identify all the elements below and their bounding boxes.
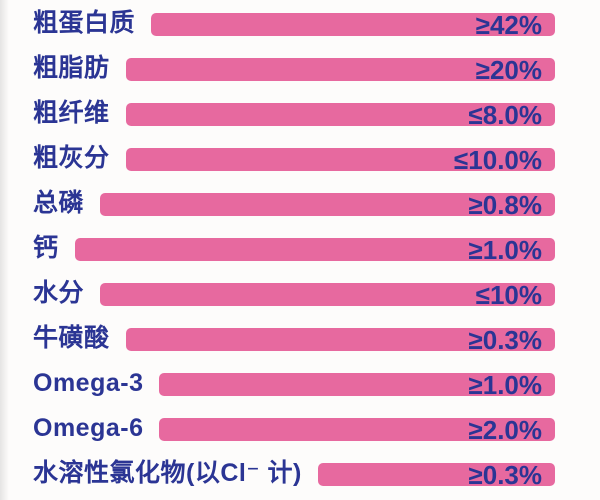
nutrient-value: ≥0.8% [468,189,542,220]
nutrient-value: ≥20% [475,54,542,85]
nutrient-row: 牛磺酸 ≥0.3% [0,317,600,362]
nutrient-bar: ≥1.0% [159,369,555,400]
nutrient-row: 粗纤维 ≤8.0% [0,92,600,137]
nutrient-label: 粗蛋白质 [33,9,136,37]
nutrient-row: 总磷 ≥0.8% [0,182,600,227]
nutrient-label: 钙 [33,234,59,262]
nutrient-label: 牛磺酸 [33,324,110,352]
nutrient-bar: ≥20% [125,54,555,85]
nutrient-row: Omega-6 ≥2.0% [0,407,600,452]
nutrient-value: ≥0.3% [468,459,542,490]
nutrient-value: ≥1.0% [468,369,542,400]
nutrient-label: 水溶性氯化物(以Cl⁻ 计) [33,459,302,487]
nutrient-bar: ≤10.0% [125,144,555,175]
nutrient-value: ≤10.0% [454,144,542,175]
nutrient-value: ≤10% [475,279,542,310]
nutrient-row: 钙 ≥1.0% [0,227,600,272]
nutrient-label: 水分 [33,279,85,307]
nutrient-value: ≥42% [475,9,542,40]
nutrient-bar: ≤8.0% [125,99,555,130]
nutrient-row: Omega-3 ≥1.0% [0,362,600,407]
nutrient-value: ≥0.3% [468,324,542,355]
nutrient-row: 粗灰分 ≤10.0% [0,137,600,182]
nutrient-label: 粗纤维 [33,99,110,127]
nutrient-bar: ≥1.0% [74,234,555,265]
nutrient-value: ≤8.0% [468,99,542,130]
nutrient-bar: ≥2.0% [159,414,555,445]
nutrient-row: 水分 ≤10% [0,272,600,317]
nutrient-row: 粗蛋白质 ≥42% [0,2,600,47]
nutrient-bar: ≥0.8% [100,189,555,220]
nutrient-row: 粗脂肪 ≥20% [0,47,600,92]
nutrient-label: Omega-6 [33,414,144,442]
nutrient-label: 总磷 [33,189,85,217]
nutrient-bar: ≥42% [151,9,555,40]
nutrient-row: 水溶性氯化物(以Cl⁻ 计) ≥0.3% [0,452,600,497]
nutrient-label: 粗灰分 [33,144,110,172]
nutrient-label: Omega-3 [33,369,144,397]
nutrient-bar: ≥0.3% [317,459,555,490]
nutrient-label: 粗脂肪 [33,54,110,82]
nutrient-value: ≥2.0% [468,414,542,445]
nutrient-value: ≥1.0% [468,234,542,265]
nutrient-bar: ≥0.3% [125,324,555,355]
nutrient-bar: ≤10% [100,279,555,310]
